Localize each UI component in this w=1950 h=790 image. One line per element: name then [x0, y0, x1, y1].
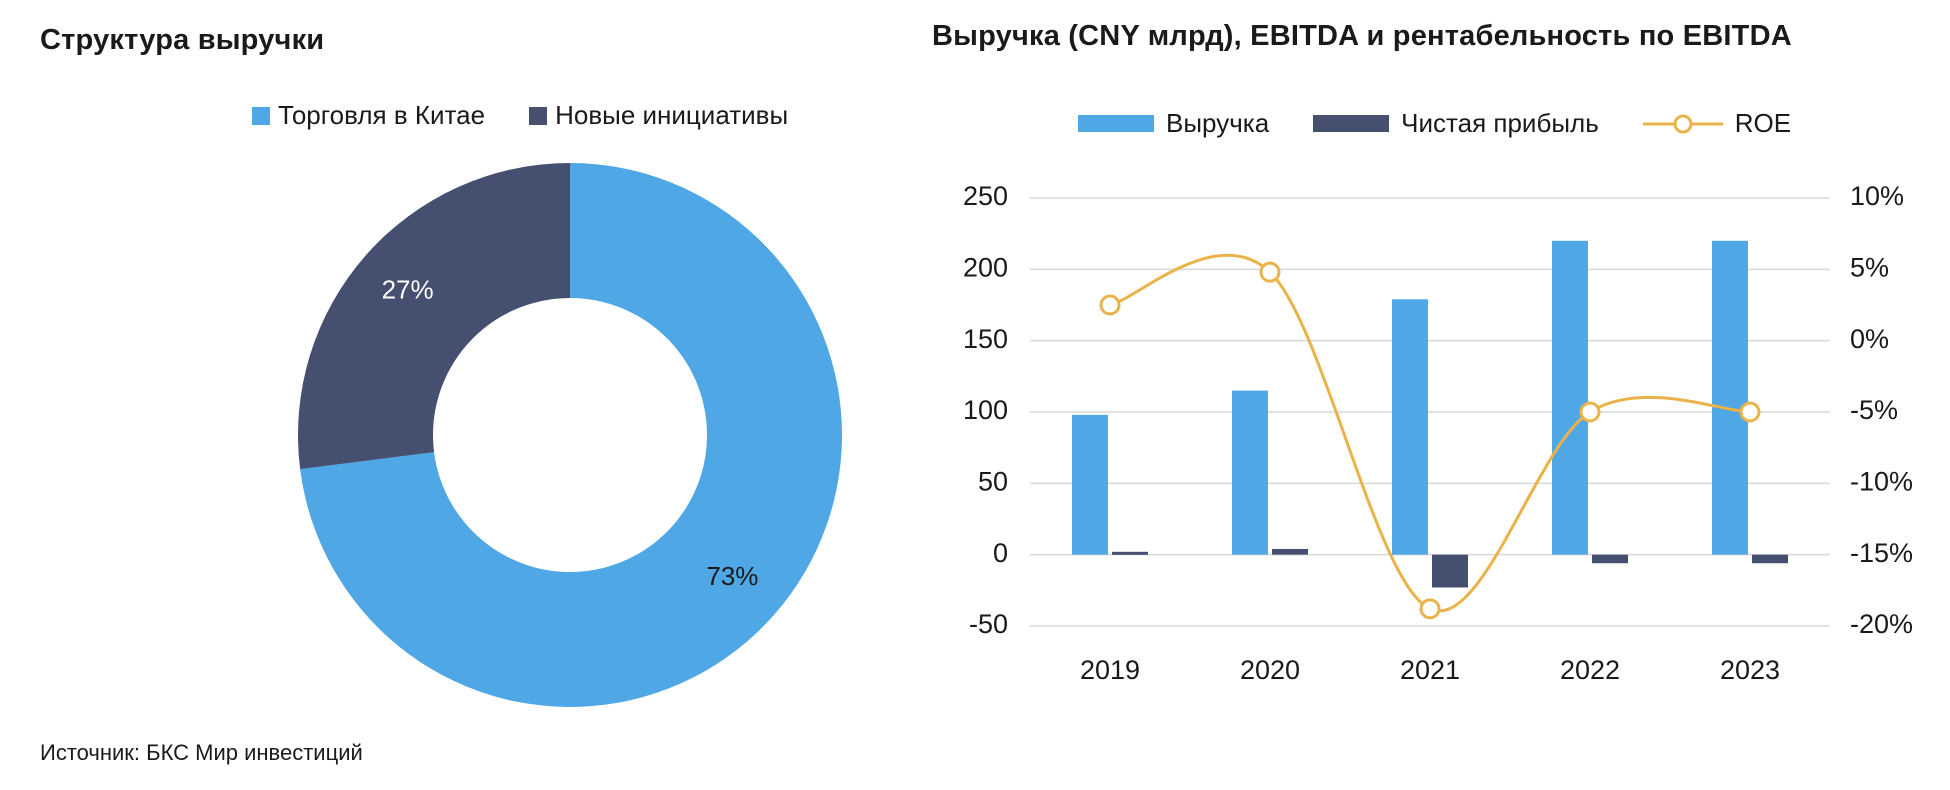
x-tick-label-2020: 2020: [1240, 655, 1300, 685]
left-tick-label-0: 250: [963, 181, 1008, 211]
x-tick-label-2022: 2022: [1560, 655, 1620, 685]
bar-net-profit-2022: [1592, 554, 1628, 564]
right-tick-label-1: 5%: [1850, 252, 1889, 282]
legend-item-revenue: Выручка: [1078, 108, 1269, 139]
bar-revenue-2019: [1072, 414, 1108, 555]
donut-value-label-0: 73%: [706, 561, 758, 591]
legend-swatch-revenue: [1078, 115, 1154, 132]
legend-item-china-trade: Торговля в Китае: [252, 100, 485, 131]
roe-point-2022: [1579, 401, 1601, 423]
donut-slice-0: [300, 163, 843, 707]
legend-swatch-roe: [1642, 114, 1723, 133]
bar-legend: Выручка Чистая прибыль ROE: [1078, 108, 1835, 139]
chart-grid: [1030, 197, 1830, 627]
legend-label-china-trade: Торговля в Китае: [278, 100, 486, 130]
bar-net-profit-2023: [1752, 554, 1788, 564]
bar-revenue-2022: [1552, 240, 1588, 555]
bar-chart-title: Выручка (CNY млрд), EBITDA и рентабельно…: [932, 20, 1792, 52]
right-axis-ticks: 10% 5% 0% -5% -10% -15% -20%: [1850, 181, 1913, 639]
right-tick-label-4: -10%: [1850, 466, 1913, 496]
source-note: Источник: БКС Мир инвестиций: [40, 740, 363, 765]
legend-label-roe: ROE: [1734, 108, 1792, 138]
left-tick-label-4: 50: [978, 466, 1008, 496]
left-tick-label-1: 200: [963, 252, 1008, 282]
x-axis-ticks: 2019 2020 2021 2022 2023: [1080, 655, 1780, 685]
donut-labels: 73% 27%: [382, 275, 759, 591]
x-tick-label-2019: 2019: [1080, 655, 1140, 685]
right-tick-label-5: -15%: [1850, 538, 1913, 568]
donut-value-label-1: 27%: [382, 275, 434, 305]
bar-revenue-2023: [1712, 240, 1748, 555]
legend-item-roe: ROE: [1642, 108, 1792, 139]
legend-swatch-china-trade: [252, 106, 270, 125]
donut-chart: 73% 27%: [298, 163, 843, 707]
right-tick-label-3: -5%: [1850, 395, 1898, 425]
left-axis-ticks: 250 200 150 100 50 0 -50: [963, 181, 1008, 639]
donut-slices: [298, 163, 843, 707]
legend-item-new-initiatives: Новые инициативы: [529, 100, 788, 131]
legend-swatch-new-initiatives: [529, 106, 548, 125]
legend-item-net-profit: Чистая прибыль: [1313, 108, 1599, 139]
bar-net-profit-2021: [1432, 554, 1468, 588]
bar-revenue-2021: [1392, 299, 1428, 555]
roe-point-2020: [1259, 261, 1281, 283]
right-tick-label-2: 0%: [1850, 324, 1889, 354]
legend-swatch-net-profit: [1313, 115, 1390, 132]
bars: [1072, 240, 1788, 588]
legend-label-new-initiatives: Новые инициативы: [555, 100, 789, 130]
legend-label-net-profit: Чистая прибыль: [1401, 108, 1599, 138]
left-tick-label-6: -50: [969, 609, 1008, 639]
x-tick-label-2021: 2021: [1400, 655, 1460, 685]
x-tick-label-2023: 2023: [1720, 655, 1780, 685]
bar-net-profit-2019: [1112, 551, 1148, 555]
donut-slice-1: [298, 163, 570, 470]
right-tick-label-0: 10%: [1850, 181, 1904, 211]
donut-legend: Торговля в Китае Новые инициативы: [252, 100, 832, 131]
left-tick-label-5: 0: [993, 538, 1008, 568]
legend-label-revenue: Выручка: [1166, 108, 1270, 138]
donut-chart-title: Структура выручки: [40, 24, 325, 56]
roe-point-2021: [1419, 598, 1441, 620]
bar-line-chart: 250 200 150 100 50 0 -50 10% 5% 0% -5% -10% -15% -20…: [963, 181, 1913, 685]
roe-line: [1099, 253, 1761, 620]
roe-point-2023: [1739, 401, 1761, 423]
roe-point-2019: [1099, 294, 1121, 316]
roe-line-path: [1109, 253, 1751, 613]
right-tick-label-6: -20%: [1850, 609, 1913, 639]
left-tick-label-2: 150: [963, 324, 1008, 354]
bar-revenue-2020: [1232, 390, 1268, 555]
left-tick-label-3: 100: [963, 395, 1008, 425]
bar-net-profit-2020: [1272, 548, 1308, 555]
